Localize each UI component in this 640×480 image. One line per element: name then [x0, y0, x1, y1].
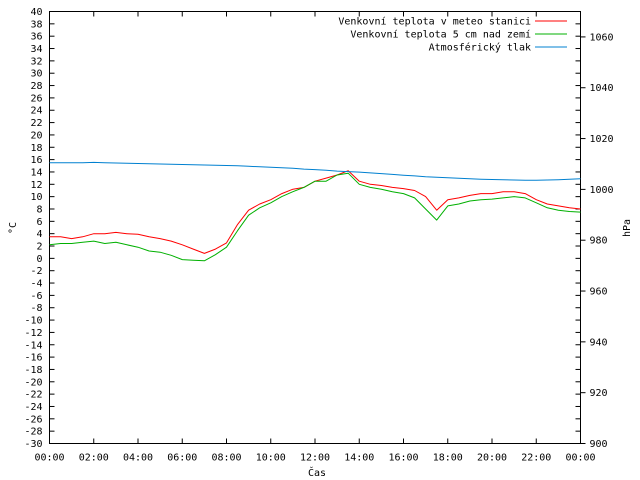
y-left-tick-label: -8	[30, 303, 42, 314]
y-right-tick-label: 1020	[590, 134, 614, 145]
x-tick-label: 10:00	[256, 453, 286, 464]
x-tick-label: 00:00	[565, 453, 595, 464]
legend-label-1: Venkovní teplota v meteo stanici	[338, 16, 531, 28]
y-left-tick-label: -20	[24, 377, 42, 388]
y-left-tick-label: 16	[30, 155, 42, 166]
legend-label-2: Venkovní teplota 5 cm nad zemí	[350, 29, 531, 41]
left-axis: 4038363432302826242220181614121086420-2-…	[24, 7, 581, 450]
x-tick-label: 00:00	[34, 453, 64, 464]
y-left-tick-label: -18	[24, 365, 42, 376]
y-left-tick-label: -10	[24, 316, 42, 327]
y-left-tick-label: -6	[30, 291, 42, 302]
y-left-tick-label: 38	[30, 19, 42, 30]
y-left-tick-label: 18	[30, 143, 42, 154]
y-left-tick-label: -2	[30, 266, 42, 277]
y-left-tick-label: 2	[36, 242, 42, 253]
y-left-tick-label: 24	[30, 106, 42, 117]
y-left-tick-label: 4	[36, 229, 42, 240]
right-axis: 1060 1040 1020 1000 980 960 940 920 900	[580, 32, 614, 450]
y-right-tick-label: 920	[590, 388, 608, 399]
x-tick-label: 20:00	[477, 453, 507, 464]
y-left-tick-label: 36	[30, 32, 42, 43]
y-right-tick-label: 1040	[590, 83, 614, 94]
x-tick-label: 16:00	[388, 453, 418, 464]
y-left-tick-label: -4	[30, 279, 42, 290]
y-left-tick-label: 26	[30, 93, 42, 104]
y-left-tick-label: 12	[30, 180, 42, 191]
x-tick-label: 14:00	[344, 453, 374, 464]
x-tick-label: 12:00	[300, 453, 330, 464]
y-right-axis-title: hPa	[622, 219, 633, 237]
y-left-axis-title: °C	[8, 222, 19, 234]
y-left-tick-label: -30	[24, 439, 42, 450]
y-left-tick-label: 8	[36, 204, 42, 215]
y-left-tick-label: -14	[24, 340, 42, 351]
y-right-tick-label: 1060	[590, 32, 614, 43]
legend: Venkovní teplota v meteo staniciVenkovní…	[338, 16, 567, 54]
x-axis-title: Čas	[308, 466, 326, 479]
y-right-tick-label: 940	[590, 337, 608, 348]
y-left-tick-label: 32	[30, 56, 42, 67]
y-left-tick-label: -16	[24, 353, 42, 364]
x-tick-label: 22:00	[521, 453, 551, 464]
x-axis: 00:00 02:00 04:00 06:00 08:00 10:00 12:00 14:00…	[34, 11, 596, 464]
series-line-3	[49, 161, 581, 181]
y-left-tick-label: 10	[30, 192, 42, 203]
y-right-tick-label: 980	[590, 236, 608, 247]
x-tick-label: 04:00	[123, 453, 153, 464]
x-tick-label: 08:00	[211, 453, 241, 464]
y-left-tick-label: 20	[30, 130, 42, 141]
y-left-tick-label: 22	[30, 118, 42, 129]
y-right-tick-label: 1000	[590, 185, 614, 196]
y-left-tick-label: 14	[30, 167, 42, 178]
y-left-tick-label: -26	[24, 414, 42, 425]
series-group	[49, 161, 581, 262]
y-right-tick-label: 960	[590, 287, 608, 298]
y-left-tick-label: -24	[24, 402, 42, 413]
legend-label-3: Atmosférický tlak	[429, 42, 531, 54]
x-tick-label: 06:00	[167, 453, 197, 464]
y-right-tick-label: 900	[590, 439, 608, 450]
y-left-tick-label: -12	[24, 328, 42, 339]
y-left-tick-label: 6	[36, 217, 42, 228]
y-left-tick-label: -28	[24, 427, 42, 438]
y-left-tick-label: 40	[30, 7, 42, 18]
y-left-tick-label: 28	[30, 81, 42, 92]
x-tick-label: 02:00	[79, 453, 109, 464]
y-left-tick-label: -22	[24, 390, 42, 401]
y-left-tick-label: 0	[36, 254, 42, 265]
y-left-tick-label: 34	[30, 44, 42, 55]
y-left-tick-label: 30	[30, 69, 42, 80]
x-tick-label: 18:00	[433, 453, 463, 464]
series-line-2	[49, 172, 581, 262]
